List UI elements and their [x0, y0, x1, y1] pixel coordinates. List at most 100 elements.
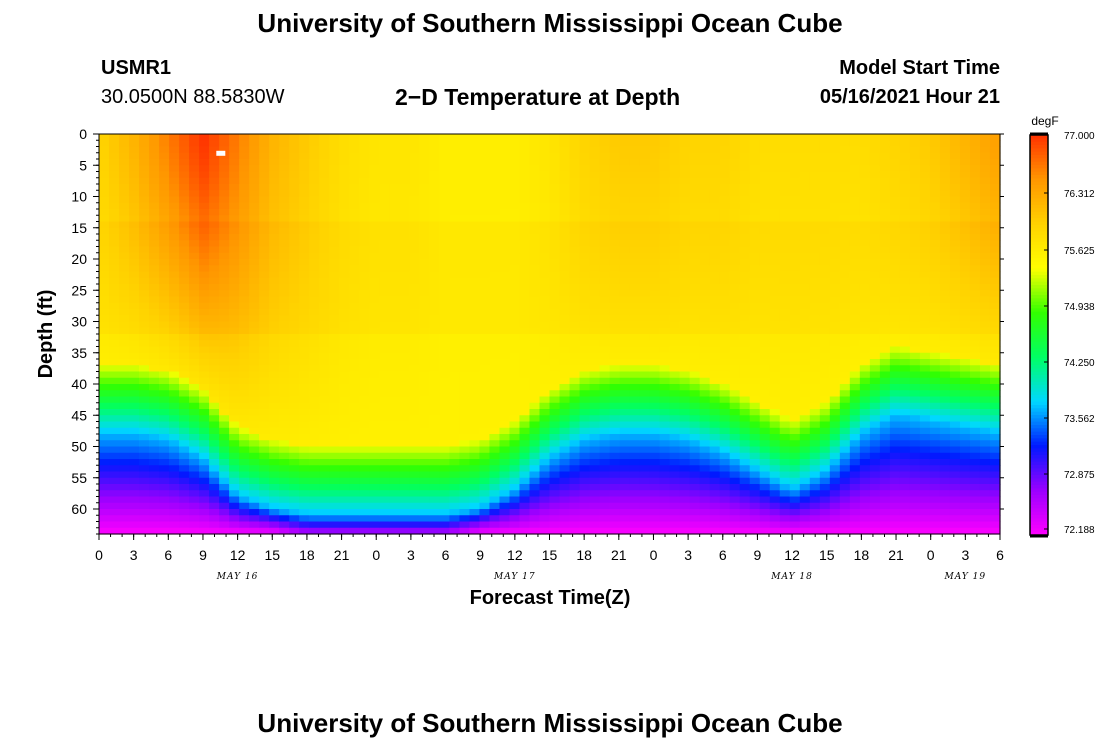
heatmap-cell — [179, 284, 190, 291]
heatmap-cell — [739, 527, 751, 535]
heatmap-cell — [779, 252, 791, 260]
heatmap-cell — [699, 146, 711, 154]
heatmap-cell — [179, 171, 190, 179]
heatmap-cell — [779, 196, 791, 204]
heatmap-cell — [139, 496, 150, 504]
heatmap-cell — [99, 515, 110, 523]
heatmap-cell — [389, 140, 400, 148]
heatmap-cell — [589, 177, 601, 185]
heatmap-cell — [469, 215, 481, 223]
heatmap-cell — [459, 165, 471, 173]
heatmap-cell — [559, 196, 571, 204]
heatmap-cell — [189, 465, 200, 473]
heatmap-cell — [629, 484, 641, 491]
heatmap-cell — [619, 146, 631, 154]
heatmap-cell — [649, 521, 661, 529]
heatmap-cell — [309, 459, 320, 466]
heatmap-cell — [539, 296, 551, 304]
heatmap-cell — [459, 440, 471, 448]
heatmap-cell — [409, 227, 420, 235]
heatmap-cell — [809, 402, 821, 410]
heatmap-cell — [359, 202, 370, 210]
heatmap-cell — [109, 496, 120, 504]
heatmap-cell — [639, 259, 651, 266]
heatmap-cell — [629, 459, 641, 466]
heatmap-cell — [619, 296, 631, 304]
heatmap-cell — [839, 527, 851, 535]
heatmap-cell — [569, 184, 581, 191]
heatmap-cell — [609, 434, 621, 441]
heatmap-cell — [759, 227, 771, 235]
heatmap-cell — [299, 196, 310, 204]
heatmap-cell — [799, 396, 811, 404]
heatmap-cell — [509, 327, 521, 335]
heatmap-cell — [109, 352, 120, 360]
heatmap-cell — [569, 246, 581, 254]
heatmap-cell — [159, 184, 170, 191]
heatmap-cell — [539, 359, 551, 366]
heatmap-cell — [719, 409, 731, 416]
heatmap-cell — [739, 465, 751, 473]
heatmap-cell — [689, 415, 701, 423]
heatmap-cell — [809, 515, 821, 523]
heatmap-cell — [569, 202, 581, 210]
heatmap-cell — [679, 290, 691, 298]
heatmap-cell — [329, 340, 340, 348]
heatmap-cell — [779, 202, 791, 210]
heatmap-cell — [789, 396, 801, 404]
heatmap-cell — [709, 434, 721, 441]
heatmap-cell — [209, 190, 220, 198]
heatmap-cell — [589, 434, 601, 441]
heatmap-cell — [589, 352, 601, 360]
heatmap-cell — [479, 184, 491, 191]
heatmap-cell — [369, 434, 380, 441]
heatmap-cell — [509, 352, 521, 360]
heatmap-cell — [669, 252, 681, 260]
heatmap-cell — [689, 152, 701, 160]
heatmap-cell — [99, 159, 110, 166]
heatmap-cell — [519, 246, 531, 254]
heatmap-cell — [119, 321, 130, 329]
heatmap-cell — [529, 327, 541, 335]
heatmap-cell — [639, 252, 651, 260]
heatmap-cell — [299, 346, 310, 354]
heatmap-cell — [469, 477, 481, 485]
heatmap-cell — [859, 327, 871, 335]
heatmap-cell — [269, 346, 280, 354]
heatmap-cell — [109, 284, 120, 291]
heatmap-cell — [859, 440, 871, 448]
heatmap-cell — [229, 234, 240, 241]
heatmap-cell — [119, 134, 130, 141]
heatmap-cell — [639, 196, 651, 204]
heatmap-cell — [229, 271, 240, 279]
heatmap-cell — [849, 252, 861, 260]
heatmap-cell — [859, 215, 871, 223]
heatmap-cell — [819, 334, 831, 341]
heatmap-cell — [669, 459, 681, 466]
heatmap-cell — [589, 515, 601, 523]
heatmap-cell — [639, 227, 651, 235]
heatmap-cell — [289, 427, 300, 435]
heatmap-cell — [599, 196, 611, 204]
heatmap-cell — [99, 227, 110, 235]
heatmap-cell — [509, 527, 521, 535]
heatmap-cell — [849, 402, 861, 410]
heatmap-cell — [369, 502, 380, 510]
heatmap-cell — [519, 409, 531, 416]
heatmap-cell — [699, 371, 711, 379]
heatmap-cell — [839, 277, 851, 285]
heatmap-cell — [519, 221, 531, 229]
heatmap-cell — [329, 377, 340, 385]
heatmap-cell — [359, 277, 370, 285]
heatmap-cell — [329, 309, 340, 316]
heatmap-cell — [499, 171, 511, 179]
heatmap-cell — [249, 184, 260, 191]
heatmap-cell — [469, 365, 481, 373]
heatmap-cell — [649, 296, 661, 304]
heatmap-cell — [809, 334, 821, 341]
heatmap-cell — [679, 402, 691, 410]
heatmap-cell — [449, 290, 460, 298]
heatmap-cell — [449, 390, 460, 398]
heatmap-cell — [219, 215, 230, 223]
heatmap-cell — [239, 409, 250, 416]
